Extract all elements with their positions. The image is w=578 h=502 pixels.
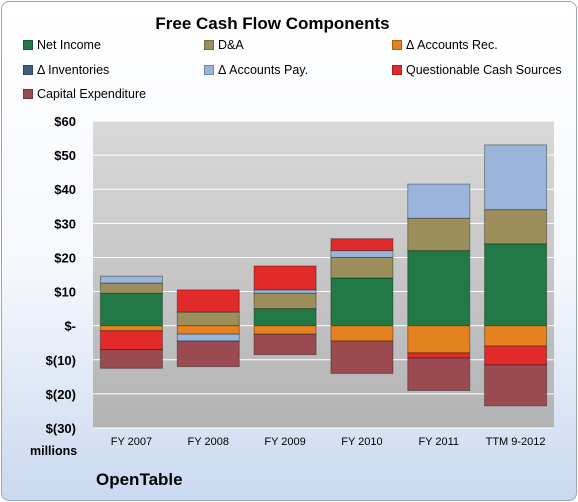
- bar-segment: [176, 340, 240, 368]
- legend-swatch-capex: [23, 89, 33, 99]
- bar-segment: [484, 209, 548, 245]
- x-tick-label: FY 2011: [418, 436, 459, 448]
- bar-segment: [407, 357, 471, 391]
- bar-segment: [99, 330, 163, 351]
- y-tick-label: $10: [54, 285, 76, 300]
- bar-segment: [330, 256, 394, 279]
- bar-segment: [176, 325, 240, 335]
- bar-segment: [407, 352, 471, 359]
- bar-segment: [176, 289, 240, 313]
- bar-segment: [330, 250, 394, 258]
- legend-item-accounts-pay: Δ Accounts Pay.: [204, 63, 308, 77]
- bar-segment: [253, 325, 317, 335]
- bar-segment: [484, 345, 548, 366]
- bar-segment: [99, 292, 163, 327]
- legend-label-inventories: Δ Inventories: [37, 63, 110, 77]
- legend-item-da: D&A: [204, 38, 244, 52]
- bar-segment: [407, 217, 471, 252]
- bar-segment: [176, 333, 240, 342]
- y-tick-label: $50: [54, 148, 76, 163]
- bar-segment: [407, 250, 471, 327]
- y-tick-label: $30: [54, 216, 76, 231]
- legend-label-questionable: Questionable Cash Sources: [406, 63, 562, 77]
- legend-label-da: D&A: [218, 38, 244, 52]
- bar-segment: [99, 349, 163, 369]
- units-label: millions: [30, 444, 78, 458]
- bar-segment: [330, 340, 394, 374]
- bar-segment: [253, 289, 317, 294]
- legend-item-accounts-rec: Δ Accounts Rec.: [392, 38, 498, 52]
- bar-segment: [484, 144, 548, 211]
- bar-segment: [407, 183, 471, 219]
- bar-segment: [484, 325, 548, 347]
- legend-item-questionable: Questionable Cash Sources: [392, 63, 562, 77]
- legend-swatch-questionable: [392, 65, 402, 75]
- bar-segment: [99, 325, 163, 332]
- bar-segment: [253, 333, 317, 356]
- bar-segment: [330, 238, 394, 252]
- x-tick-label: TTM 9-2012: [486, 436, 546, 448]
- bar-segment: [330, 325, 394, 342]
- x-tick-label: FY 2010: [341, 436, 382, 448]
- legend-label-net-income: Net Income: [37, 38, 101, 52]
- legend-swatch-accounts-pay: [204, 65, 214, 75]
- legend-item-inventories: Δ Inventories: [23, 63, 109, 77]
- legend-item-net-income: Net Income: [23, 38, 101, 52]
- bar-segment: [484, 364, 548, 407]
- legend-swatch-net-income: [23, 40, 33, 50]
- chart-title: Free Cash Flow Components: [155, 14, 390, 33]
- bar-segment: [407, 325, 471, 354]
- legend-label-accounts-rec: Δ Accounts Rec.: [406, 38, 498, 52]
- plot-area: [93, 121, 554, 428]
- bar-segment: [253, 308, 317, 327]
- company-name: OpenTable: [96, 470, 183, 489]
- legend-swatch-accounts-rec: [392, 40, 402, 50]
- legend-item-capex: Capital Expenditure: [23, 87, 146, 101]
- y-tick-label: $(30): [46, 421, 76, 436]
- y-tick-label: $60: [54, 114, 76, 129]
- bar-segment: [99, 282, 163, 294]
- y-tick-label: $20: [54, 250, 76, 265]
- legend-swatch-inventories: [23, 65, 33, 75]
- legend-swatch-da: [204, 40, 214, 50]
- y-tick-label: $-: [64, 319, 76, 334]
- legend-label-capex: Capital Expenditure: [37, 87, 147, 101]
- y-tick-label: $(10): [46, 353, 76, 368]
- legend-label-accounts-pay: Δ Accounts Pay.: [218, 63, 309, 77]
- bar-segment: [253, 265, 317, 291]
- bar-segment: [253, 292, 317, 310]
- y-tick-label: $(20): [46, 387, 76, 402]
- bar-segment: [176, 311, 240, 327]
- x-tick-label: FY 2008: [188, 436, 229, 448]
- x-tick-label: FY 2007: [111, 436, 152, 448]
- x-tick-label: FY 2009: [264, 436, 305, 448]
- y-tick-label: $40: [54, 182, 76, 197]
- bar-segment: [330, 277, 394, 327]
- bar-segment: [99, 275, 163, 284]
- legend: Net Income D&A Δ Accounts Rec. Δ Invento…: [0, 0, 578, 110]
- bar-segment: [484, 243, 548, 327]
